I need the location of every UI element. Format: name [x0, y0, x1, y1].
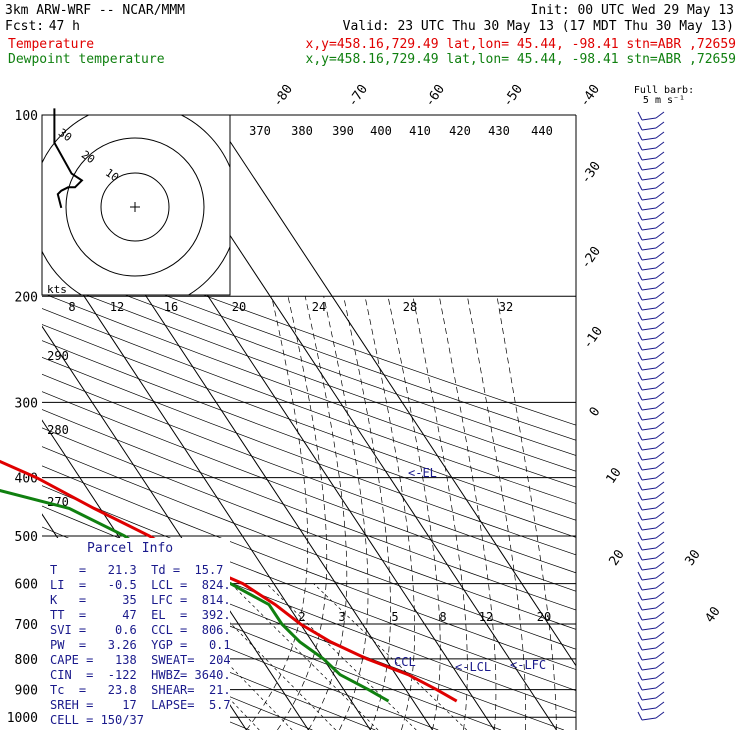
hodo-ring-30: 30	[56, 126, 74, 144]
hodo-unit-label: kts	[47, 283, 67, 296]
isotherm-label--40: -40	[577, 82, 603, 110]
mixing-ratio-label-3: 3	[338, 610, 345, 624]
temperature-location: x,y=458.16,729.49 lat,lon= 45.44, -98.41…	[306, 37, 736, 52]
pressure-label-100: 100	[15, 109, 38, 124]
parcel-row: SVI = 0.6 CCL = 806.	[50, 623, 231, 637]
mixing-ratio-label-2: 2	[298, 610, 305, 624]
isotherm-label--50: -50	[500, 82, 526, 110]
theta-left-label-290: 290	[47, 349, 69, 363]
theta-label-400: 400	[370, 124, 392, 138]
isotherm-label-40: 40	[702, 604, 723, 625]
hodograph-inset: kts 30 20 10	[41, 108, 231, 296]
parcel-row: T = 21.3 Td = 15.7	[50, 563, 223, 577]
parcel-row: CELL = 150/37	[50, 713, 144, 727]
parcel-info-title: Parcel Info	[87, 541, 173, 556]
hodo-ring-20: 20	[79, 148, 97, 166]
valid-time: Valid: 23 UTC Thu 30 May 13 (17 MDT Thu …	[343, 19, 734, 34]
barb-key-unit: 5 m s⁻¹	[643, 95, 685, 106]
forecast-hour: 47 h	[49, 19, 80, 34]
isotherm-label--80: -80	[270, 82, 296, 110]
isotherm-label-30: 30	[682, 547, 703, 568]
parcel-row: K = 35 LFC = 814.	[50, 593, 231, 607]
temperature-legend: Temperature	[8, 37, 94, 52]
parcel-row: SREH = 17 LAPSE= 5.7	[50, 698, 231, 712]
parcel-row: TT = 47 EL = 392.	[50, 608, 231, 622]
hodo-speed-32: 32	[499, 300, 513, 314]
isotherm-label--20: -20	[578, 244, 604, 272]
init-time: Init: 00 UTC Wed 29 May 13	[531, 3, 735, 18]
mixing-ratio-label-5: 5	[391, 610, 398, 624]
hodo-speed-16: 16	[164, 300, 178, 314]
lcl-annotation: <-LCL	[455, 660, 491, 674]
isotherm-label--70: -70	[345, 82, 371, 110]
mixing-ratio-label-20: 20	[537, 610, 551, 624]
mixing-ratio-label-8: 8	[439, 610, 446, 624]
wind-barbs	[637, 111, 665, 721]
pressure-label-200: 200	[15, 290, 38, 305]
parcel-row: PW = 3.26 YGP = 0.1	[50, 638, 231, 652]
forecast-label: Fcst:	[5, 19, 44, 34]
pressure-label-800: 800	[15, 653, 38, 668]
parcel-info-box: Parcel Info T = 21.3 Td = 15.7LI = -0.5 …	[42, 538, 231, 730]
theta-label-380: 380	[291, 124, 313, 138]
parcel-row: LI = -0.5 LCL = 824.	[50, 578, 231, 592]
pressure-label-300: 300	[15, 396, 38, 411]
isotherm-label-10: 10	[603, 465, 624, 486]
parcel-row: CAPE = 138 SWEAT= 204	[50, 653, 231, 667]
isotherm-label--30: -30	[578, 159, 604, 187]
theta-label-370: 370	[249, 124, 271, 138]
hodo-speed-28: 28	[403, 300, 417, 314]
barb-key-title: Full barb:	[634, 85, 694, 96]
theta-left-label-280: 280	[47, 423, 69, 437]
isotherm-label--60: -60	[422, 82, 448, 110]
theta-label-430: 430	[488, 124, 510, 138]
theta-label-420: 420	[449, 124, 471, 138]
hodo-speed-24: 24	[312, 300, 326, 314]
dewpoint-legend: Dewpoint temperature	[8, 52, 165, 67]
pressure-label-600: 600	[15, 578, 38, 593]
hodo-speed-20: 20	[232, 300, 246, 314]
theta-label-390: 390	[332, 124, 354, 138]
parcel-row: CIN = -122 HWBZ= 3640.	[50, 668, 231, 682]
parcel-annotations: <-EL CCL <-LCL <-LFC	[394, 466, 546, 674]
pressure-label-1000: 1000	[7, 711, 38, 726]
lfc-annotation: <-LFC	[510, 658, 546, 672]
isotherm-labels: -80 -70 -60 -50 -40 -30 -20 -10 0 10 20 30 40	[270, 82, 724, 626]
el-annotation: <-EL	[408, 466, 437, 480]
mixing-ratio-labels: 2 3 5 8 12 20	[298, 610, 551, 624]
dewpoint-location: x,y=458.16,729.49 lat,lon= 45.44, -98.41…	[306, 52, 736, 67]
mixing-ratio-label-12: 12	[479, 610, 493, 624]
hodograph-trace	[53, 108, 84, 209]
pressure-label-500: 500	[15, 530, 38, 545]
hodo-speed-12: 12	[110, 300, 124, 314]
chart-header: 3km ARW-WRF -- NCAR/MMM Init: 00 UTC Wed…	[5, 3, 736, 106]
isotherm-label--10: -10	[580, 324, 606, 352]
hodo-ring-10: 10	[103, 166, 121, 184]
pressure-label-900: 900	[15, 684, 38, 699]
pressure-label-700: 700	[15, 618, 38, 633]
theta-label-440: 440	[531, 124, 553, 138]
isotherm-label-0: 0	[587, 404, 604, 419]
isotherm-label-20: 20	[606, 547, 627, 568]
model-title: 3km ARW-WRF -- NCAR/MMM	[5, 3, 185, 18]
theta-label-410: 410	[409, 124, 431, 138]
parcel-row: Tc = 23.8 SHEAR= 21.	[50, 683, 231, 697]
hodo-speed-8: 8	[68, 300, 75, 314]
ccl-annotation: CCL	[394, 655, 416, 669]
